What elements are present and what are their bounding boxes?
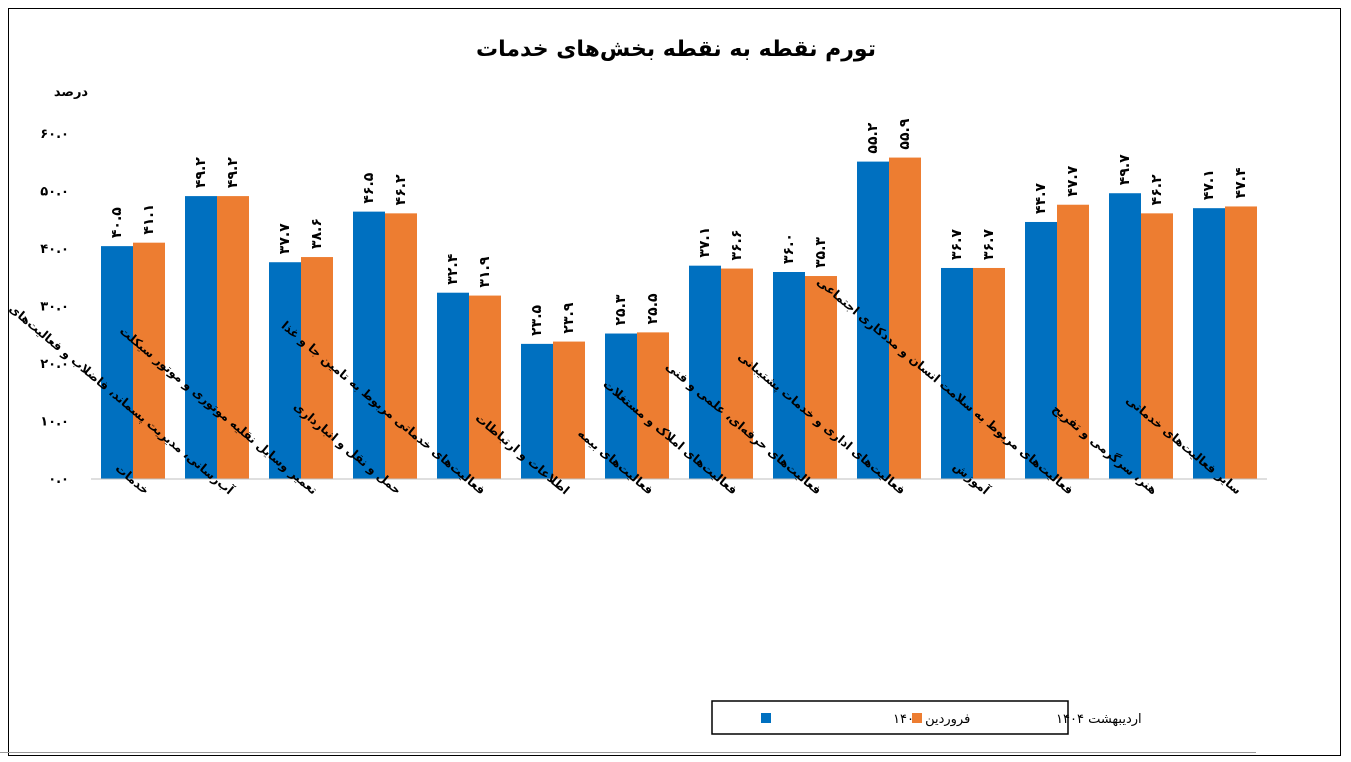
y-tick-label: ۵۰.۰ (40, 185, 69, 200)
chart-title: تورم نقطه به نقطه بخش‌های خدمات (476, 37, 876, 62)
bar (353, 211, 385, 479)
bar (605, 333, 637, 479)
data-label: ۴۹.۲ (193, 157, 209, 188)
bar (385, 213, 417, 479)
bar (269, 262, 301, 479)
data-label: ۳۶.۷ (981, 229, 997, 260)
data-label: ۴۶.۵ (361, 172, 377, 203)
y-tick-label: ۶۰.۰ (40, 127, 69, 142)
data-label: ۵۵.۲ (865, 122, 881, 153)
bar (889, 157, 921, 479)
data-label: ۳۶.۷ (949, 229, 965, 260)
data-label: ۴۰.۵ (109, 207, 125, 238)
bar (1109, 193, 1141, 479)
data-label: ۳۷.۱ (697, 227, 713, 258)
legend: فروردین ۱۴۰۴ اردیبهشت ۱۴۰۴ (711, 700, 1142, 735)
bar (1057, 204, 1089, 479)
chart-frame: تورم نقطه به نقطه بخش‌های خدمات درصد ۰.۰… (8, 8, 1341, 756)
bar (553, 341, 585, 479)
data-label: ۴۱.۱ (141, 204, 157, 235)
bar (973, 267, 1005, 479)
data-label: ۳۸.۶ (309, 218, 325, 249)
data-label: ۴۷.۷ (1065, 165, 1081, 196)
bar (185, 196, 217, 479)
bar (1025, 221, 1057, 479)
data-label: ۳۶.۶ (729, 230, 745, 261)
bar (857, 161, 889, 479)
y-axis-ticks: ۰.۰ ۱۰.۰ ۲۰.۰ ۳۰.۰ ۴۰.۰ ۵۰.۰ ۶۰.۰ (40, 127, 69, 487)
data-label: ۴۷.۴ (1233, 167, 1249, 198)
data-label: ۴۶.۲ (1149, 174, 1165, 205)
bar (217, 196, 249, 479)
data-label: ۲۵.۵ (645, 293, 661, 324)
data-label: ۲۳.۹ (561, 302, 577, 333)
bar (721, 268, 753, 479)
data-labels-group: ۴۰.۵ ۴۹.۲ ۳۷.۷ ۴۶.۵ ۳۲.۴ ۲۳.۵ ۲۵.۳ ۳۷.۱ ۳۶.۰ ۵۵.۲… (109, 118, 1249, 336)
y-tick-label: ۰.۰ (48, 472, 69, 487)
bar (941, 267, 973, 479)
legend-label-series-2: اردیبهشت ۱۴۰۴ (1056, 712, 1142, 727)
data-label: ۴۴.۷ (1033, 183, 1049, 214)
bar (133, 242, 165, 479)
y-tick-label: ۲۰.۰ (40, 357, 69, 372)
data-label: ۴۹.۷ (1117, 154, 1133, 185)
legend-swatch-series-2 (912, 713, 922, 723)
bars-group (101, 157, 1257, 480)
bar (689, 265, 721, 479)
bar (101, 246, 133, 479)
y-tick-label: ۳۰.۰ (40, 300, 69, 315)
data-label: ۳۷.۷ (277, 223, 293, 254)
bar (437, 292, 469, 479)
bar (637, 332, 669, 479)
bar (1141, 213, 1173, 479)
bar (301, 257, 333, 479)
bar (805, 276, 837, 479)
data-label: ۳۲.۴ (445, 253, 461, 284)
bar-chart: تورم نقطه به نقطه بخش‌های خدمات درصد ۰.۰… (9, 37, 1267, 735)
data-label: ۴۶.۲ (393, 174, 409, 205)
y-tick-label: ۱۰.۰ (40, 415, 69, 430)
bar (1225, 206, 1257, 479)
bar (773, 272, 805, 479)
data-label: ۵۵.۹ (897, 118, 913, 149)
bar (469, 295, 501, 479)
page-rule (0, 752, 1256, 753)
data-label: ۲۳.۵ (529, 304, 545, 335)
data-label: ۳۵.۳ (813, 237, 829, 268)
legend-swatch-series-1 (761, 713, 771, 723)
data-label: ۲۵.۳ (613, 294, 629, 325)
bar (521, 343, 553, 479)
y-axis-label: درصد (54, 85, 89, 100)
y-tick-label: ۴۰.۰ (40, 242, 69, 257)
bar (1193, 208, 1225, 480)
legend-label-series-1: فروردین ۱۴۰۴ (893, 712, 970, 727)
data-label: ۳۱.۹ (477, 256, 493, 287)
data-label: ۴۷.۱ (1201, 169, 1217, 200)
legend-box (711, 700, 1069, 735)
data-label: ۳۶.۰ (781, 233, 797, 264)
data-label: ۴۹.۲ (225, 157, 241, 188)
